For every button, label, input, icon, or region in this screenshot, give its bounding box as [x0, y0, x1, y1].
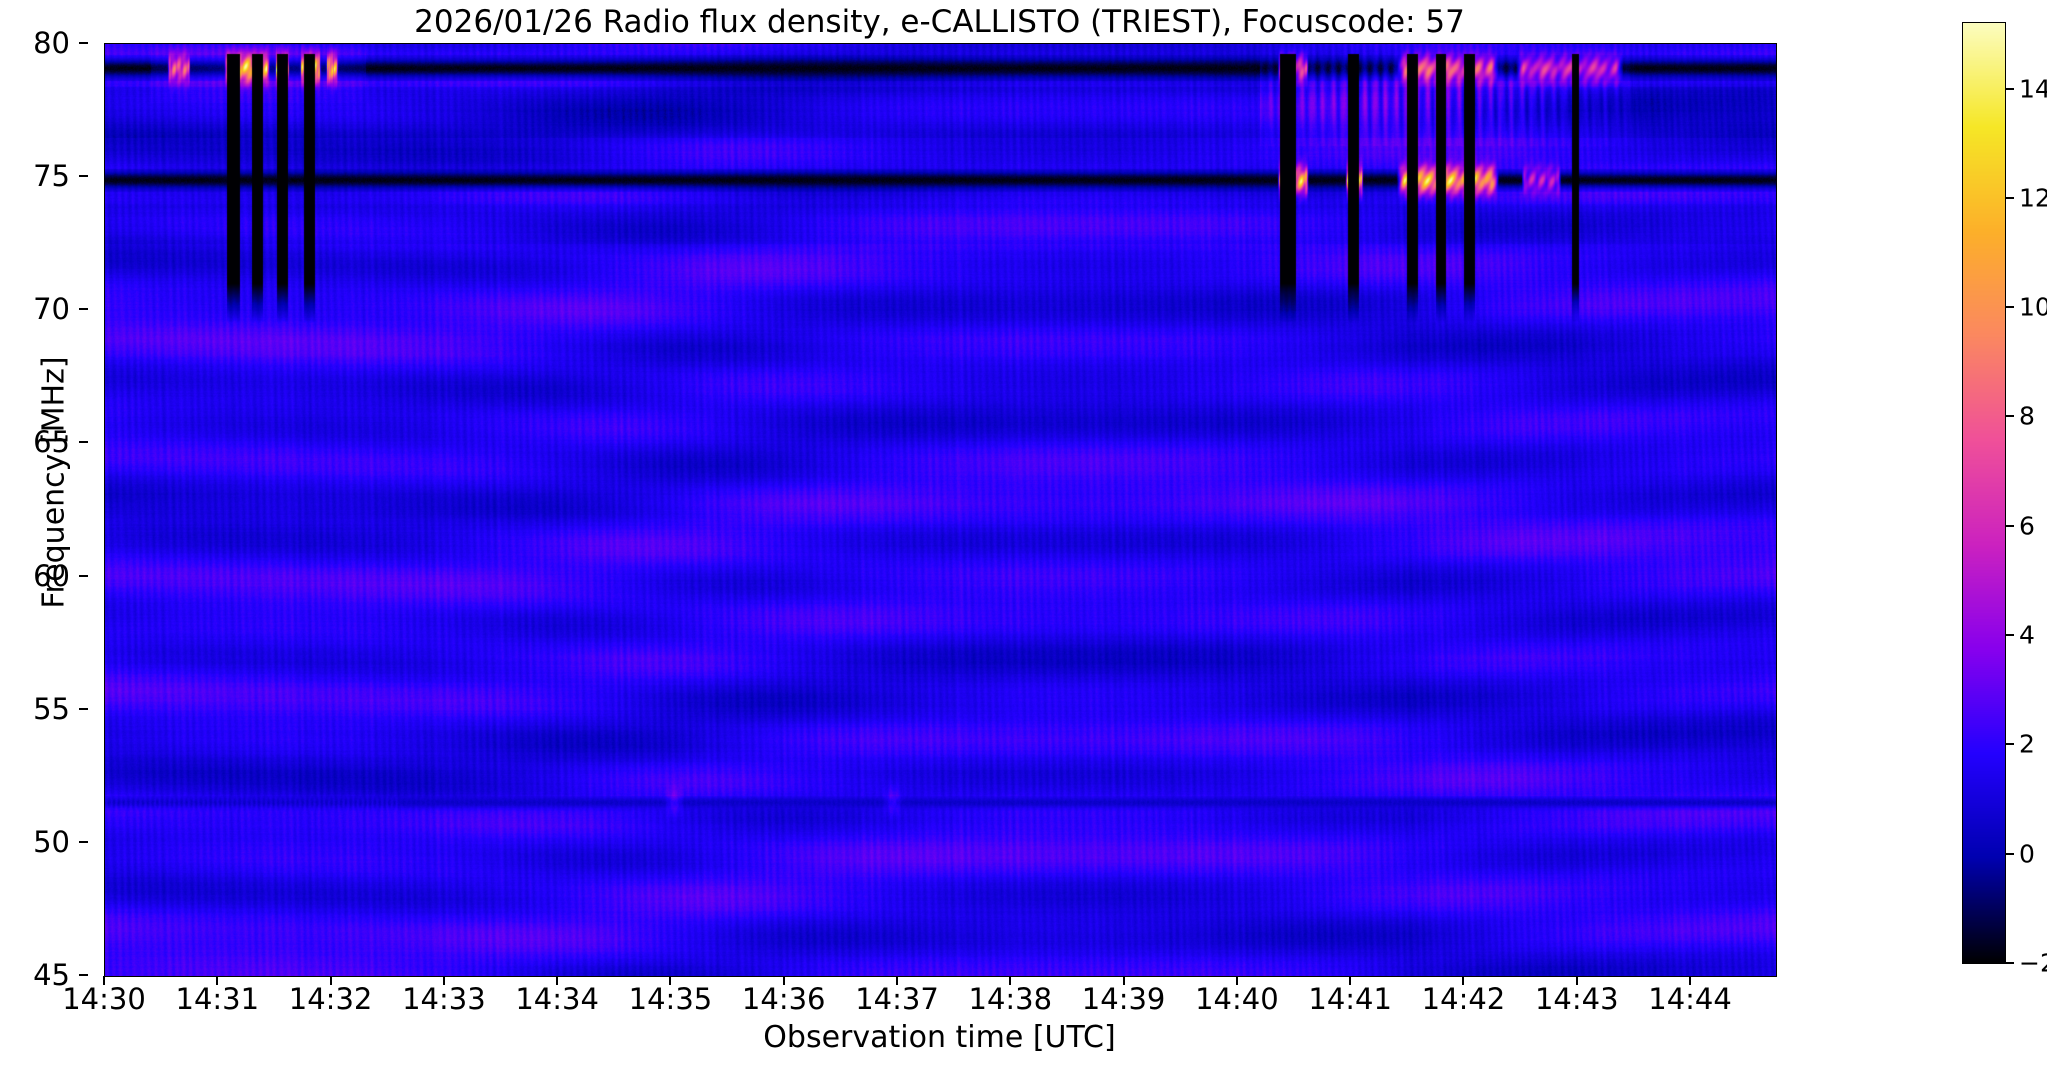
- x-tick-mark: [1009, 976, 1012, 985]
- x-axis-tick-container: 14:30 14:31 14:32 14:33 14:34 14:35 14:36 14:37…: [62, 976, 1775, 1036]
- colorbar-tick-label: 8: [2019, 401, 2035, 431]
- y-axis-tick-container: 80 75 70 65 60 55 50 45: [0, 26, 92, 992]
- y-tick-label: 50: [33, 824, 70, 859]
- colorbar-tick-mark: [2005, 306, 2014, 309]
- x-tick-label: 14:40: [1195, 982, 1279, 1016]
- x-axis-label: Observation time [UTC]: [763, 1020, 1116, 1055]
- colorbar-tick-mark: [2005, 196, 2014, 199]
- x-tick-label: 14:36: [741, 982, 826, 1016]
- y-tick-label: 80: [33, 26, 70, 60]
- colorbar-tick-mark: [2005, 962, 2014, 964]
- y-tick-label: 70: [33, 292, 70, 327]
- x-tick-label: 14:31: [175, 982, 260, 1016]
- x-tick-label: 14:42: [1421, 982, 1506, 1016]
- y-tick-mark: [79, 175, 88, 178]
- colorbar-tick-label: 0: [2019, 839, 2035, 869]
- y-tick-label: 65: [33, 425, 70, 460]
- colorbar-tick-mark: [2005, 415, 2014, 418]
- y-tick-label: 75: [33, 159, 70, 194]
- colorbar-tick-label: 12: [2019, 183, 2047, 213]
- x-tick-mark: [1235, 976, 1238, 985]
- y-tick-mark: [79, 707, 88, 710]
- x-tick-mark: [442, 976, 445, 985]
- x-tick-label: 14:35: [628, 982, 713, 1016]
- colorbar-tick-mark: [2005, 634, 2014, 637]
- colorbar-tick-container: 14 12 10 8 6 4 2 0 −2: [2005, 22, 2047, 978]
- x-tick-mark: [1122, 976, 1125, 985]
- colorbar-tick-mark: [2005, 87, 2014, 90]
- x-tick-mark: [782, 976, 785, 985]
- colorbar-tick-label: 6: [2019, 511, 2035, 541]
- x-tick-label: 14:37: [855, 982, 939, 1016]
- x-tick-mark: [556, 976, 559, 985]
- y-tick-label: 55: [33, 691, 70, 726]
- y-tick-label: 45: [33, 958, 70, 992]
- x-tick-mark: [1575, 976, 1578, 985]
- colorbar-tick-mark: [2005, 852, 2014, 855]
- y-tick-mark: [79, 441, 88, 444]
- x-tick-label: 14:41: [1308, 982, 1392, 1016]
- colorbar-tick-label: −2: [2019, 948, 2047, 978]
- x-tick-mark: [103, 976, 105, 985]
- x-tick-mark: [1349, 976, 1352, 985]
- spectrogram-heatmap[interactable]: [105, 44, 1776, 976]
- colorbar-tick-label: 2: [2019, 729, 2035, 759]
- y-tick-label: 60: [33, 558, 70, 593]
- spectrogram-axes[interactable]: [104, 43, 1777, 977]
- x-tick-label: 14:44: [1648, 982, 1732, 1016]
- x-tick-label: 14:34: [515, 982, 599, 1016]
- x-tick-label: 14:39: [1081, 982, 1166, 1016]
- x-tick-mark: [1462, 976, 1465, 985]
- x-tick-label: 14:38: [968, 982, 1053, 1016]
- y-tick-mark: [79, 308, 88, 311]
- y-tick-mark: [79, 574, 88, 577]
- x-tick-label: 14:43: [1534, 982, 1619, 1016]
- page-title: 2026/01/26 Radio flux density, e-CALLIST…: [414, 4, 1465, 40]
- x-tick-mark: [1689, 976, 1692, 985]
- y-tick-mark: [79, 840, 88, 843]
- x-tick-mark: [216, 976, 219, 985]
- colorbar-tick-label: 10: [2019, 292, 2047, 322]
- x-tick-mark: [896, 976, 899, 985]
- colorbar-tick-mark: [2005, 743, 2014, 746]
- y-tick-mark: [79, 42, 88, 44]
- x-tick-label: 14:32: [288, 982, 373, 1016]
- x-tick-label: 14:33: [402, 982, 486, 1016]
- colorbar-gradient: [1963, 23, 2005, 963]
- colorbar: [1962, 22, 2006, 964]
- colorbar-tick-mark: [2005, 524, 2014, 527]
- x-tick-label: 14:30: [62, 982, 146, 1016]
- x-tick-mark: [669, 976, 672, 985]
- x-tick-mark: [329, 976, 332, 985]
- y-tick-mark: [79, 974, 88, 976]
- y-axis-label: Frequency [MHz]: [36, 356, 72, 609]
- colorbar-tick-label: 4: [2019, 620, 2035, 650]
- colorbar-tick-label: 14: [2019, 74, 2047, 104]
